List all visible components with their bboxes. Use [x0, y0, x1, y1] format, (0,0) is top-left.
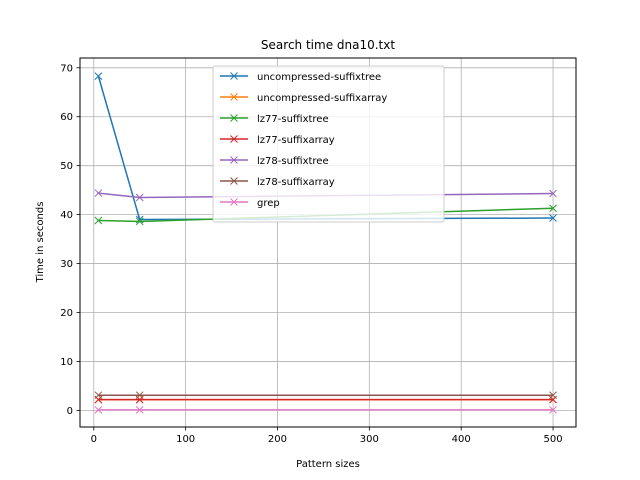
y-tick-label: 70 — [60, 63, 73, 74]
legend-label: lz78-suffixtree — [257, 156, 329, 167]
y-tick-label: 10 — [60, 357, 73, 368]
x-tick-label: 200 — [268, 434, 287, 445]
x-tick-label: 0 — [91, 434, 97, 445]
data-point-marker — [135, 217, 144, 226]
y-tick-label: 20 — [60, 308, 73, 319]
legend-marker — [230, 72, 238, 80]
x-tick-label: 300 — [360, 434, 379, 445]
legend-item: lz77-suffixarray — [220, 135, 335, 146]
x-axis-label: Pattern sizes — [296, 459, 360, 470]
series-lz77-suffixarray — [94, 395, 557, 404]
legend-item: lz78-suffixtree — [220, 156, 329, 167]
legend-label: lz77-suffixarray — [257, 135, 335, 146]
series-lz78-suffixarray — [94, 391, 557, 400]
legend-marker — [230, 93, 238, 101]
legend-label: lz77-suffixtree — [257, 114, 329, 125]
data-point-marker — [94, 406, 103, 414]
data-point-marker — [549, 406, 557, 414]
legend: uncompressed-suffixtree uncompressed-suff… — [212, 65, 445, 223]
legend-marker — [230, 135, 238, 143]
data-point-marker — [94, 189, 103, 197]
legend-item: lz77-suffixtree — [220, 114, 329, 125]
y-tick-label: 60 — [60, 112, 73, 123]
data-point-marker — [549, 204, 557, 213]
data-point-marker — [135, 406, 144, 414]
legend-frame — [212, 65, 445, 223]
data-point-marker — [549, 189, 557, 198]
plot-area-frame — [79, 57, 577, 428]
legend-marker — [230, 114, 238, 122]
y-tick-label: 40 — [60, 210, 73, 221]
legend-label: uncompressed-suffixtree — [257, 72, 381, 83]
legend-item: grep — [220, 198, 280, 209]
y-axis-label: Time in seconds — [35, 202, 46, 284]
legend-item: lz78-suffixarray — [220, 177, 335, 188]
x-tick-label: 100 — [176, 434, 195, 445]
legend-label: uncompressed-suffixarray — [257, 93, 387, 104]
series-grep — [94, 406, 557, 414]
y-tick-label: 0 — [67, 406, 73, 417]
legend-label: lz78-suffixarray — [257, 177, 335, 188]
data-point-marker — [135, 193, 144, 202]
legend-item: uncompressed-suffixarray — [220, 93, 387, 104]
data-point-marker — [549, 214, 557, 222]
axis-ticks: 0 100 200 300 400 500 0 10 20 30 40 50 60 70 — [60, 63, 562, 445]
data-point-marker — [94, 216, 103, 225]
legend-item: uncompressed-suffixtree — [220, 72, 381, 83]
data-point-marker — [549, 391, 557, 400]
x-tick-label: 400 — [452, 434, 471, 445]
legend-marker — [230, 198, 238, 206]
y-tick-label: 50 — [60, 161, 73, 172]
y-tick-label: 30 — [60, 259, 73, 270]
legend-marker — [230, 156, 238, 164]
data-point-marker — [94, 391, 103, 400]
data-point-marker — [94, 72, 103, 80]
data-point-marker — [135, 391, 144, 400]
chart-title: Search time dna10.txt — [261, 38, 395, 52]
x-tick-label: 500 — [543, 434, 562, 445]
legend-label: grep — [257, 198, 280, 209]
legend-marker — [230, 177, 238, 185]
